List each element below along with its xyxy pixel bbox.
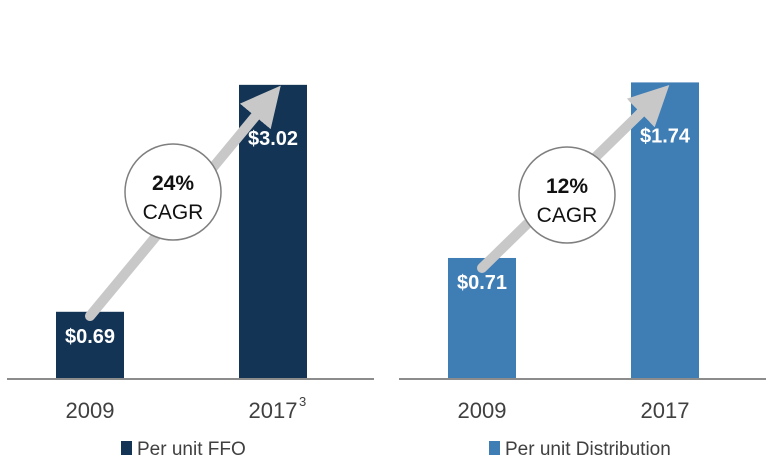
footnote-marker: 3 bbox=[299, 394, 306, 409]
cagr-label: CAGR bbox=[143, 201, 204, 224]
data-label: $0.69 bbox=[65, 326, 115, 348]
bar-2009 bbox=[448, 257, 516, 379]
cagr-circle bbox=[518, 146, 616, 244]
chart-2: $0.71 2009 $1.74 2017 12% CAGR Per unit Distri… bbox=[399, 82, 766, 460]
bar-2009 bbox=[56, 311, 124, 379]
chart-1: $0.69 2009 $3.02 2017 3 24% CAGR Per unit FFO bbox=[7, 84, 374, 460]
x-tick-label: 2017 bbox=[249, 398, 298, 423]
cagr-value: 24% bbox=[152, 172, 194, 195]
bar-2017 bbox=[631, 82, 699, 379]
cagr-label: CAGR bbox=[537, 204, 598, 227]
x-tick-label: 2009 bbox=[458, 398, 507, 423]
data-label: $3.02 bbox=[248, 128, 298, 150]
legend-label: Per unit FFO bbox=[137, 439, 246, 460]
cagr-value: 12% bbox=[546, 175, 588, 198]
bar-2017 bbox=[239, 84, 307, 380]
x-tick-label: 2017 bbox=[641, 398, 690, 423]
data-label: $0.71 bbox=[457, 272, 507, 294]
x-tick-label: 2009 bbox=[66, 398, 115, 423]
legend-swatch bbox=[489, 441, 500, 455]
data-label: $1.74 bbox=[640, 125, 691, 147]
cagr-circle bbox=[124, 143, 222, 241]
legend-label: Per unit Distribution bbox=[505, 439, 671, 460]
legend-swatch bbox=[121, 441, 132, 455]
